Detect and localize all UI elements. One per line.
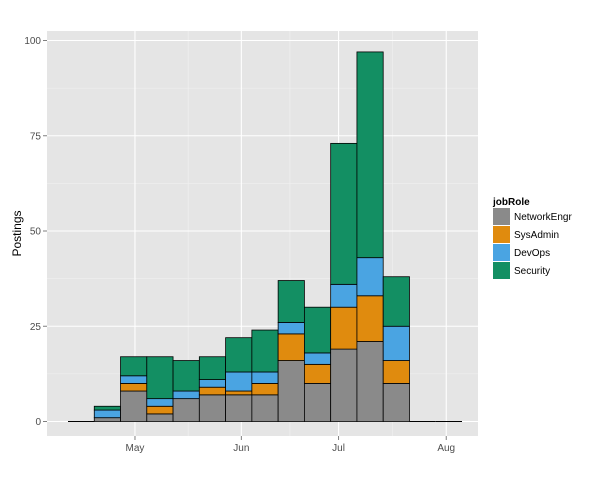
bar-segment-devops: [225, 371, 253, 392]
legend-key-security: [493, 262, 510, 279]
y-tick-label: 75: [30, 131, 42, 142]
y-tick-label: 50: [30, 227, 42, 238]
bar-segment-security: [356, 51, 384, 259]
bar-segment-networkengr: [198, 394, 226, 422]
legend-key-devops: [493, 244, 510, 261]
x-tick-label: Jun: [233, 443, 249, 454]
legend: jobRole NetworkEngr SysAdmin DevOps Securit…: [492, 197, 572, 279]
bar-segment-devops: [356, 257, 384, 297]
legend-label-security: Security: [514, 266, 550, 277]
bar-segment-security: [93, 405, 121, 411]
bar-segment-security: [277, 280, 305, 323]
x-tick-label: Aug: [437, 443, 455, 454]
bar-segment-security: [251, 329, 279, 373]
y-axis: 0 25 50 75 100: [24, 36, 47, 428]
bar-segment-devops: [93, 409, 121, 419]
bar-segment-sysadmin: [330, 306, 358, 350]
y-tick-label: 0: [35, 417, 41, 428]
bar-segment-devops: [251, 371, 279, 384]
x-tick-label: Jul: [332, 443, 345, 454]
x-tick-label: May: [126, 443, 145, 454]
x-axis: May Jun Jul Aug: [126, 436, 455, 454]
bar-segment-devops: [172, 390, 200, 400]
y-tick-label: 100: [24, 36, 41, 47]
bar-segment-networkengr: [225, 394, 253, 422]
legend-title: jobRole: [492, 197, 530, 208]
bar-segment-networkengr: [251, 394, 279, 422]
bar-segment-sysadmin: [146, 405, 174, 415]
bar-segment-networkengr: [356, 341, 384, 422]
bar-segment-networkengr: [120, 390, 148, 422]
bar-segment-security: [172, 360, 200, 392]
bar-segment-sysadmin: [277, 333, 305, 361]
bar-segment-devops: [120, 375, 148, 384]
bars: [68, 51, 462, 422]
legend-key-sysadmin: [493, 226, 510, 243]
legend-key-networkengr: [493, 208, 510, 225]
bar-segment-sysadmin: [303, 363, 332, 384]
bar-segment-sysadmin: [382, 360, 410, 384]
bar-segment-security: [225, 337, 253, 373]
bar-segment-sysadmin: [251, 382, 279, 396]
bar-segment-sysadmin: [198, 386, 226, 396]
bar-segment-networkengr: [277, 360, 305, 422]
y-axis-title: Postings: [10, 210, 24, 256]
bar-segment-networkengr: [330, 348, 358, 422]
bar-segment-security: [382, 276, 410, 327]
bar-segment-networkengr: [146, 413, 174, 422]
bar-segment-security: [146, 356, 174, 400]
bar-segment-security: [303, 306, 332, 354]
bar-segment-devops: [277, 322, 305, 335]
bar-segment-sysadmin: [356, 295, 384, 342]
legend-label-devops: DevOps: [514, 248, 550, 259]
bar-segment-networkengr: [93, 417, 121, 422]
bar-segment-security: [198, 356, 226, 380]
bar-segment-devops: [198, 379, 226, 388]
bar-segment-devops: [330, 283, 358, 308]
y-tick-label: 25: [30, 322, 42, 333]
legend-label-networkengr: NetworkEngr: [514, 212, 572, 223]
legend-label-sysadmin: SysAdmin: [514, 230, 559, 241]
bar-segment-security: [330, 142, 358, 285]
bar-segment-sysadmin: [225, 390, 253, 396]
bar-segment-networkengr: [172, 398, 200, 422]
bar-segment-devops: [303, 352, 332, 365]
bar-segment-devops: [146, 398, 174, 407]
bar-segment-devops: [382, 325, 410, 361]
bar-segment-sysadmin: [120, 382, 148, 392]
bar-segment-networkengr: [382, 382, 410, 422]
bar-segment-networkengr: [303, 382, 332, 422]
bar-segment-security: [120, 356, 148, 377]
